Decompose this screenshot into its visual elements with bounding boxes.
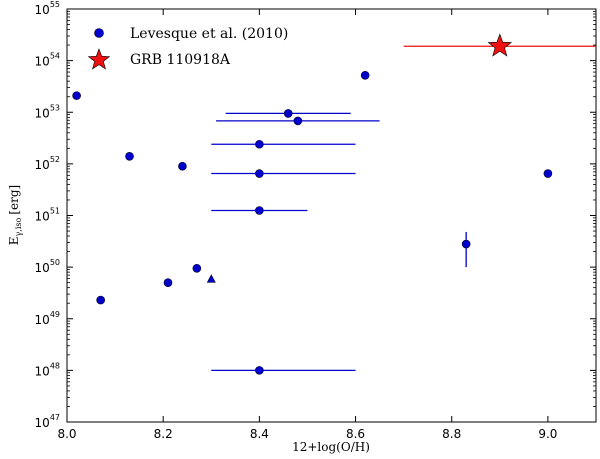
axis-ticks [66,8,596,423]
y-tick-base: 10 [35,106,50,120]
y-tick-base: 10 [35,3,50,17]
y-tick-power: 52 [50,155,60,164]
data-point [543,169,553,178]
data-point [96,295,105,305]
y-axis-label-unit: [erg] [7,185,21,215]
legend-marker-star [87,48,111,70]
y-tick-label: 1049 [35,310,60,327]
y-tick-base: 10 [35,158,50,172]
data-point [255,139,264,149]
x-axis-label: 12+log(O/H) [292,440,370,454]
data-point [178,161,187,171]
y-tick-power: 50 [50,258,60,267]
y-tick-label: 1051 [35,207,60,224]
y-axis-label-main: E [7,236,21,245]
x-tick-label: 8.2 [154,427,173,441]
y-axis-label: Eγ,iso [erg] [7,185,23,245]
y-tick-power: 48 [50,361,60,370]
x-tick-label: 8.8 [442,427,461,441]
y-tick-label: 1050 [35,258,60,275]
data-point [360,70,370,80]
y-tick-label: 1047 [35,413,60,430]
x-tick-label: 8.4 [250,427,269,441]
y-tick-power: 49 [50,310,60,319]
y-tick-base: 10 [35,313,50,327]
y-tick-power: 54 [50,52,60,61]
data-point [293,116,303,126]
x-tick-label: 9.0 [538,427,557,441]
y-tick-power: 51 [50,207,60,216]
x-tick-label: 8.6 [346,427,365,441]
legend-label-levesque: Levesque et al. (2010) [130,26,288,42]
y-tick-label: 1054 [35,52,60,69]
data-point-triangle [206,274,216,283]
y-tick-label: 1052 [35,155,60,172]
data-point-star [487,33,513,57]
data-point [461,239,471,249]
y-axis-label-sub: γ,iso [14,217,23,236]
data-point [125,152,134,161]
y-tick-label: 1053 [35,103,60,120]
y-tick-power: 55 [50,0,60,9]
data-point [255,206,264,215]
y-tick-base: 10 [35,261,50,275]
y-tick-power: 53 [50,103,60,112]
y-tick-base: 10 [35,55,50,69]
y-tick-base: 10 [35,364,50,378]
data-point [72,91,81,100]
data-point [163,278,173,287]
data-point [255,366,264,375]
legend: Levesque et al. (2010) GRB 110918A [87,26,288,70]
y-tick-power: 47 [50,413,60,422]
legend-marker-circle [94,28,104,38]
data-point [192,263,202,273]
data-point [255,169,264,178]
legend-label-grb: GRB 110918A [130,52,231,68]
x-tick-label: 8.0 [57,427,76,441]
y-tick-base: 10 [35,210,50,224]
y-tick-label: 1048 [35,361,60,378]
plot-frame [66,8,597,423]
y-tick-base: 10 [35,416,50,430]
x-tick-labels: 8.0 8.2 8.4 8.6 8.8 9.0 [57,427,557,441]
data-marks [72,33,596,375]
data-point [283,109,293,118]
y-tick-label: 1055 [35,0,60,17]
